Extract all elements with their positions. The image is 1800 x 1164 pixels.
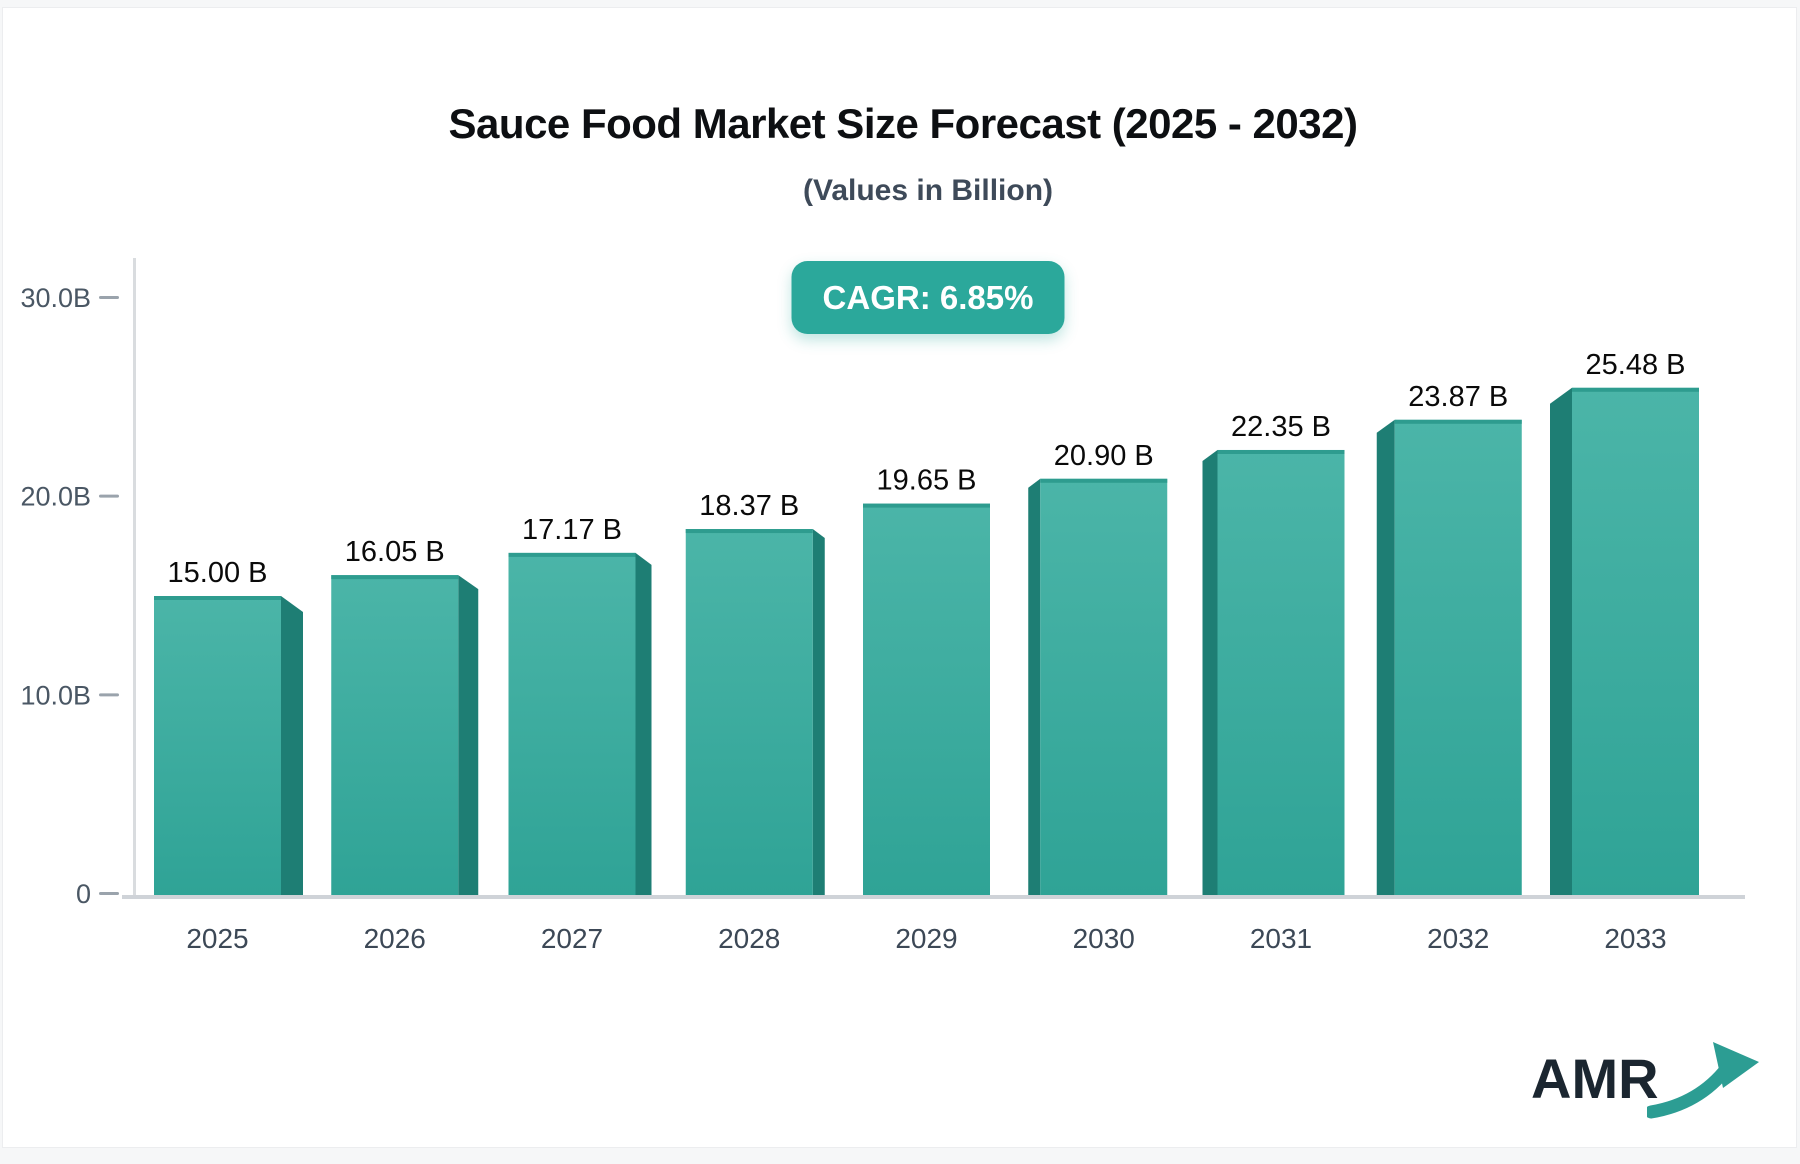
y-axis-tick (99, 494, 119, 498)
bar-side-face (281, 596, 303, 896)
bar-top-edge (863, 503, 990, 508)
x-axis-label: 2032 (1427, 923, 1489, 954)
bar-chart: 30.0B 20.0B 10.0B 0 15.00 B 2025 16.05 B 2026 17… (20, 258, 1745, 954)
bar (508, 552, 636, 896)
bar-side-face (1028, 478, 1041, 896)
bar-value-label: 20.90 B (1054, 440, 1154, 472)
y-axis-label: 10.0B (20, 680, 91, 710)
bar-value-label: 18.37 B (699, 490, 799, 522)
bar-top-edge (685, 529, 813, 534)
y-axis-label: 0 (76, 879, 91, 909)
bar-top-edge (1040, 478, 1168, 483)
bar-side-face (1550, 387, 1572, 896)
amr-logo: AMR (1531, 1040, 1781, 1120)
bar (1040, 478, 1168, 896)
x-axis-label: 2031 (1250, 923, 1312, 954)
bar-value-label: 22.35 B (1231, 411, 1331, 443)
bar-top-edge (1394, 419, 1522, 424)
bar (1394, 419, 1522, 896)
y-axis-tick (99, 693, 119, 697)
bar-value-label: 15.00 B (168, 557, 268, 589)
growth-arrow-icon (1647, 1042, 1759, 1119)
bar-top-edge (1217, 449, 1345, 454)
y-axis-label: 20.0B (20, 482, 91, 512)
bar (154, 596, 281, 896)
bar-side-face (812, 529, 825, 896)
bar-top-edge (1572, 387, 1699, 392)
bar (863, 503, 990, 896)
x-axis-label: 2026 (364, 923, 426, 954)
chart-subtitle: (Values in Billion) (802, 174, 1054, 207)
y-axis-tick (99, 296, 119, 299)
x-axis-label: 2030 (1073, 923, 1135, 954)
bar-side-face (458, 575, 479, 896)
bar-value-label: 16.05 B (345, 536, 445, 568)
x-axis-label: 2033 (1604, 923, 1666, 954)
bar-value-label: 17.17 B (522, 514, 622, 546)
x-axis-label: 2028 (718, 923, 780, 954)
bar (1572, 387, 1699, 896)
bar (1217, 449, 1345, 896)
chart-title: Sauce Food Market Size Forecast (2025 - … (448, 100, 1358, 147)
chart-card: Sauce Food Market Size Forecast (2025 - … (2, 7, 1797, 1148)
bar-top-edge (331, 575, 459, 580)
bar-side-face (635, 552, 652, 896)
bar-value-label: 23.87 B (1408, 381, 1508, 413)
cagr-badge: CAGR: 6.85% (791, 261, 1065, 334)
bar-value-label: 19.65 B (877, 465, 977, 497)
amr-logo-text: AMR (1531, 1047, 1659, 1110)
x-axis-label: 2029 (895, 923, 957, 954)
bar-side-face (1202, 449, 1218, 896)
bar-top-edge (508, 552, 636, 557)
bar-top-edge (154, 596, 281, 600)
bar-side-face (1376, 419, 1395, 896)
y-axis-tick (99, 892, 119, 895)
bar (331, 575, 459, 896)
y-axis-label: 30.0B (20, 283, 91, 313)
x-axis-label: 2027 (541, 923, 603, 954)
x-axis-label: 2025 (186, 923, 248, 954)
bar (685, 529, 813, 896)
x-axis-baseline (122, 895, 1745, 899)
y-axis-line (133, 258, 136, 897)
cagr-badge-label: CAGR: 6.85% (822, 278, 1034, 316)
bar-value-label: 25.48 B (1586, 349, 1686, 381)
